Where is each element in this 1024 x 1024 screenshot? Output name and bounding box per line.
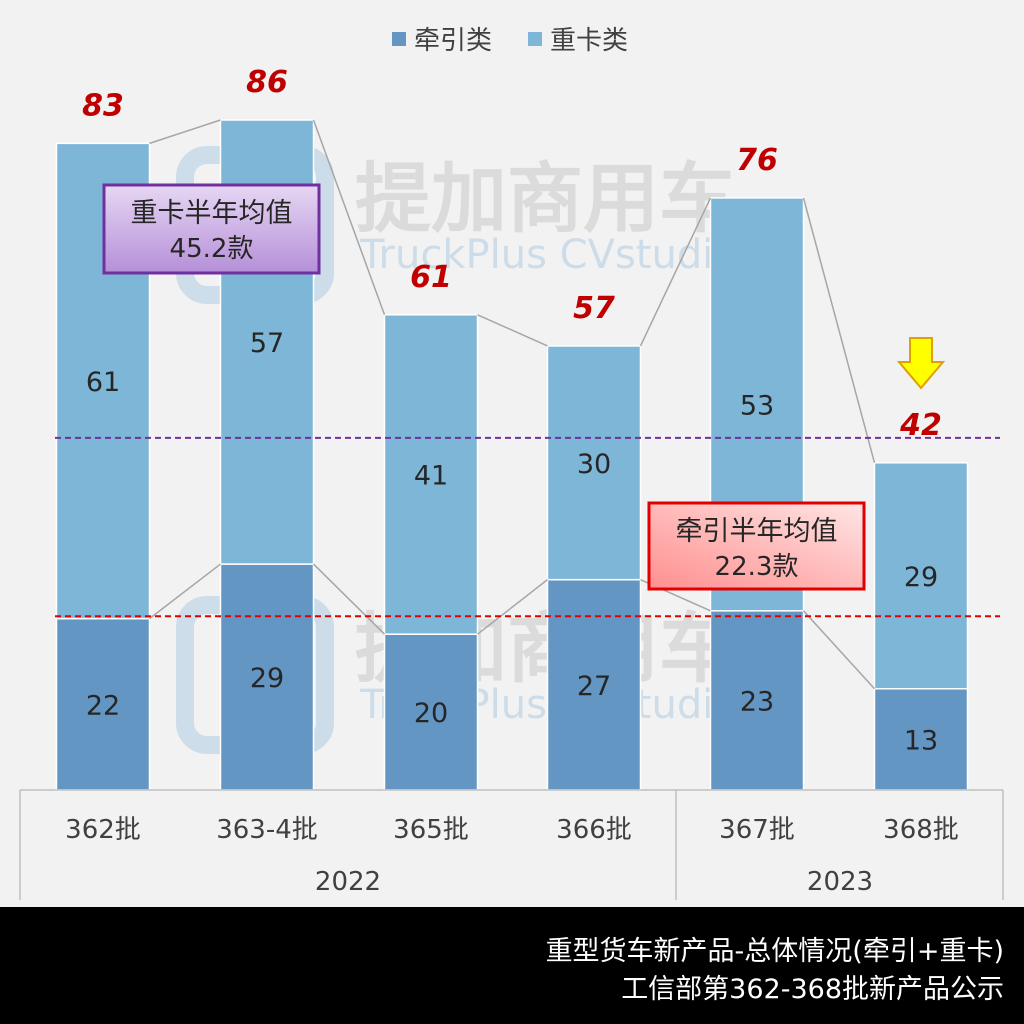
value-label-traction-3: 27	[577, 671, 611, 702]
x-tick-label-3: 366批	[556, 815, 632, 845]
legend: 牵引类 重卡类	[392, 26, 628, 56]
bar-traction-4	[709, 610, 805, 791]
value-label-traction-4: 23	[740, 686, 774, 717]
footer: 重型货车新产品-总体情况(牵引+重卡) 工信部第362-368批新产品公示	[0, 907, 1024, 1024]
bar-traction-2	[383, 633, 479, 791]
total-label-0: 83	[82, 88, 124, 123]
x-tick-label-1: 363-4批	[216, 815, 318, 845]
total-label-5: 42	[899, 408, 942, 443]
watermark-text-cn: 提加商用车	[355, 154, 735, 243]
down-arrow-icon	[896, 337, 946, 390]
callout-box-1	[647, 501, 866, 591]
connector-total-0	[149, 119, 221, 145]
value-label-traction-0: 22	[86, 690, 120, 721]
bar-traction-0	[55, 617, 151, 791]
total-label-4: 76	[736, 143, 778, 178]
connector-traction-1	[312, 563, 386, 635]
value-label-traction-5: 13	[904, 725, 938, 756]
connector-total-2	[477, 314, 548, 347]
value-label-traction-2: 20	[414, 698, 448, 729]
bar-heavy-5	[873, 462, 969, 690]
footer-title: 重型货车新产品-总体情况(牵引+重卡)	[545, 936, 1004, 967]
x-group-label-1: 2023	[807, 867, 873, 897]
callout-title-1: 牵引半年均值	[676, 516, 838, 547]
value-label-heavy-0: 61	[86, 367, 120, 398]
value-label-heavy-3: 30	[577, 449, 611, 480]
connector-lines	[149, 119, 876, 690]
connector-total-4	[802, 197, 876, 463]
total-label-1: 86	[246, 65, 288, 100]
value-label-traction-1: 29	[250, 663, 284, 694]
connector-traction-4	[802, 610, 876, 690]
x-group-label-0: 2022	[315, 867, 381, 897]
value-label-heavy-2: 41	[414, 460, 448, 491]
callout-box-0	[102, 183, 321, 275]
callout-title-0: 重卡半年均值	[131, 198, 293, 229]
x-tick-label-0: 362批	[65, 815, 141, 845]
connector-total-1	[312, 119, 386, 316]
connector-traction-0	[149, 563, 221, 620]
watermark-text-en: TruckPlus CVstudio	[359, 232, 738, 278]
total-label-3: 57	[573, 291, 615, 326]
legend-label-0: 牵引类	[414, 26, 492, 56]
x-tick-label-4: 367批	[719, 815, 795, 845]
value-label-heavy-5: 29	[904, 562, 938, 593]
value-label-heavy-4: 53	[740, 390, 774, 421]
total-label-2: 61	[410, 260, 452, 295]
x-tick-label-5: 368批	[883, 815, 959, 845]
connector-traction-2	[477, 579, 548, 635]
x-axis: 362批 363-4批 365批 366批 367批 368批 2022 2023	[19, 789, 1004, 900]
reference-lines	[55, 436, 1000, 618]
callout-value-1: 22.3款	[715, 552, 799, 582]
legend-swatch-1	[528, 32, 542, 46]
connector-total-3	[639, 197, 712, 347]
bar-heavy-2	[383, 314, 479, 635]
data-labels: 22 61 83 29 57 86 20 41 61 27 30 57 23 53 76 13 29 42	[82, 65, 942, 756]
bar-heavy-3	[546, 345, 642, 581]
footer-subtitle: 工信部第362-368批新产品公示	[621, 974, 1004, 1005]
bar-traction-1	[219, 563, 315, 791]
bar-traction-5	[873, 687, 969, 791]
callout-value-0: 45.2款	[170, 234, 254, 264]
x-tick-label-2: 365批	[393, 815, 469, 845]
legend-label-1: 重卡类	[550, 26, 628, 56]
legend-swatch-0	[392, 32, 406, 46]
value-label-heavy-1: 57	[250, 328, 284, 359]
